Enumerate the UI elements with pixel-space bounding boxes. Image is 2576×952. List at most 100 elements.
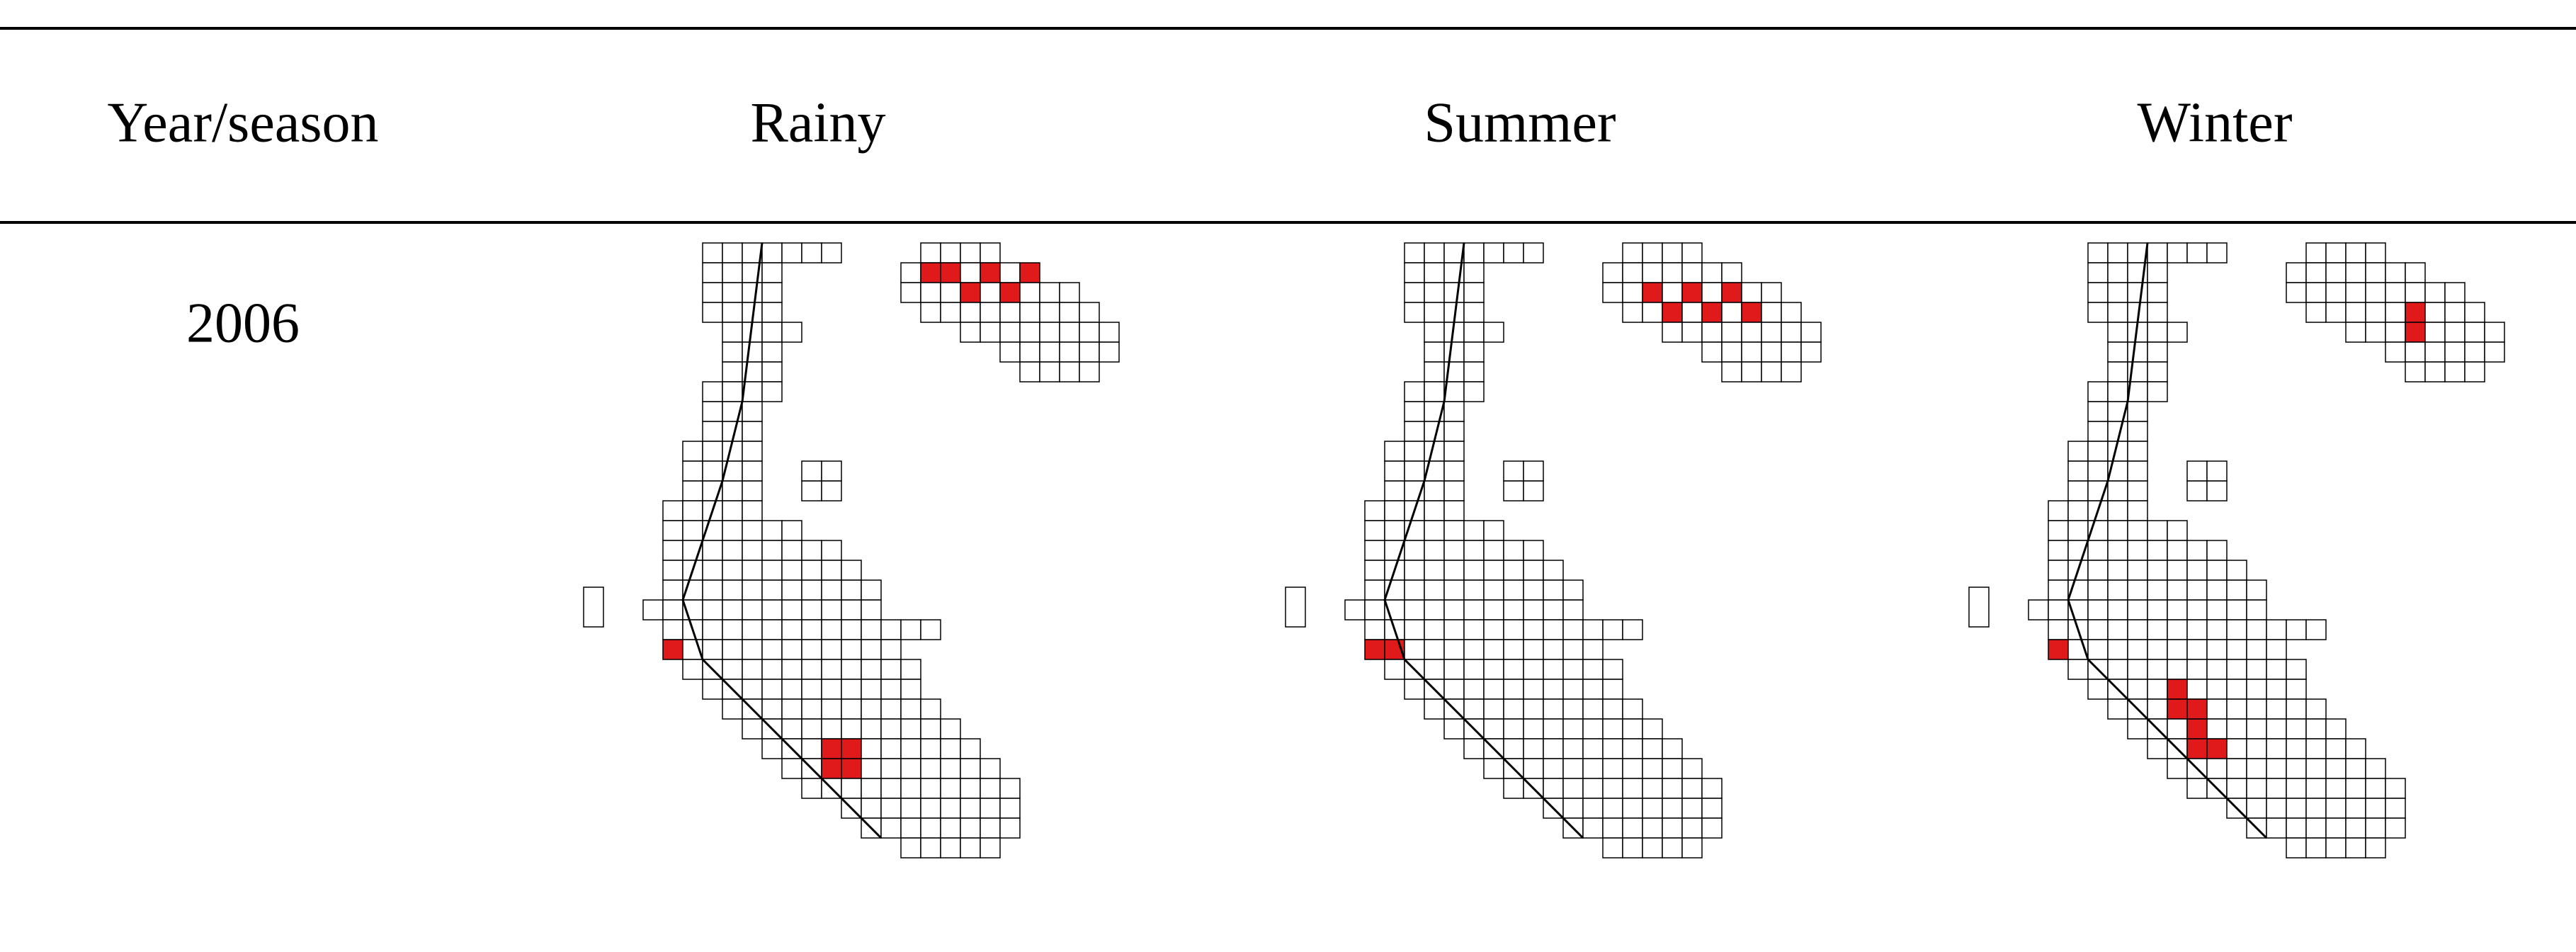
grid-cell [781,698,802,720]
grid-cell [801,679,822,700]
grid-cell [1424,361,1445,382]
grid-cell [1463,242,1485,264]
grid-cell [2424,361,2446,382]
grid-cell [2186,540,2208,561]
grid-cell [2127,599,2148,620]
grid-cell [2385,817,2406,839]
grid-cell [2087,242,2109,264]
grid-cell [1523,758,1544,779]
grid-cell [1523,679,1544,700]
grid-cell [2107,322,2128,343]
grid-cell [2186,659,2208,680]
grid-cell [2087,679,2109,700]
grid-cell [1562,639,1584,660]
grid-cell [1443,540,1465,561]
grid-cell [781,520,802,541]
grid-cell [2305,302,2327,323]
grid-cell [999,341,1021,363]
grid-cell [2305,758,2327,779]
coastline [1383,242,1584,839]
grid-cell [1483,718,1504,740]
grid-cell [920,758,941,779]
grid-cell [2444,302,2466,323]
grid-cell [841,599,862,620]
grid-cell [841,778,862,799]
grid-cell [1582,698,1604,720]
grid-cell [2107,599,2128,620]
grid-cell [960,798,981,819]
grid-cell [999,322,1021,343]
grid-cell [2127,520,2148,541]
grid-cell [702,679,723,700]
grid-cell [1523,718,1544,740]
grid-cell [1424,560,1445,581]
grid-cell [1503,778,1524,799]
grid-cell [1741,361,1762,382]
grid-cell [2464,322,2485,343]
grid-cell [2048,560,2069,581]
grid-cell [2226,560,2247,581]
grid-cell [1582,619,1604,640]
grid-cell [2087,579,2109,601]
grid-cell [1741,302,1762,323]
grid-cell [861,758,882,779]
grid-cell [722,361,743,382]
grid-cell [2266,619,2287,640]
grid-cell [2127,441,2148,462]
grid-cell [1424,302,1445,323]
grid-cell [1800,341,1822,363]
grid-cell [1404,242,1425,264]
grid-cell [940,837,961,858]
grid-cell [2067,520,2089,541]
maps [583,242,2505,858]
grid-cell [1424,500,1445,521]
grid-cell [742,599,763,620]
grid-cell [1741,322,1762,343]
grid-cell [1781,322,1802,343]
grid-cell [900,619,921,640]
grid-cell [2385,798,2406,819]
grid-cell [2266,639,2287,660]
grid-cell [2048,639,2069,660]
grid-cell [1681,242,1703,264]
grid-cell [1443,599,1465,620]
grid-cell [2246,599,2267,620]
grid-cell [2345,817,2366,839]
grid-cell [1503,579,1524,601]
grid-cell [1483,520,1504,541]
grid-cell [999,302,1021,323]
grid-cell [1404,639,1425,660]
grid-cell [1562,738,1584,759]
grid-cell [1503,698,1524,720]
grid-cell [761,381,783,402]
grid-cell [1681,837,1703,858]
grid-cell [1523,738,1544,759]
grid-cell [940,798,961,819]
grid-cell [821,540,842,561]
grid-cell [1463,679,1485,700]
grid-cell [1602,718,1623,740]
grid-cell [1039,302,1060,323]
grid-cell [2266,698,2287,720]
grid-cell [900,282,921,303]
grid-cell [1701,778,1723,799]
grid-cell [2226,758,2247,779]
grid-cell [1503,619,1524,640]
grid-cell [1582,817,1604,839]
grid-cell [761,242,783,264]
grid-cell [1404,599,1425,620]
grid-cell [662,619,683,640]
grid-cell [2107,520,2128,541]
grid-cell [2167,698,2188,720]
grid-cell [1019,282,1040,303]
grid-cell [2305,837,2327,858]
grid-cell [1662,778,1683,799]
grid-cell [2167,579,2188,601]
grid-cell [1443,282,1465,303]
grid-cell [2286,282,2307,303]
grid-cell [761,341,783,363]
grid-cell [702,599,723,620]
grid-cell [861,599,882,620]
grid-cell [2325,738,2347,759]
grid-cell [980,322,1001,343]
